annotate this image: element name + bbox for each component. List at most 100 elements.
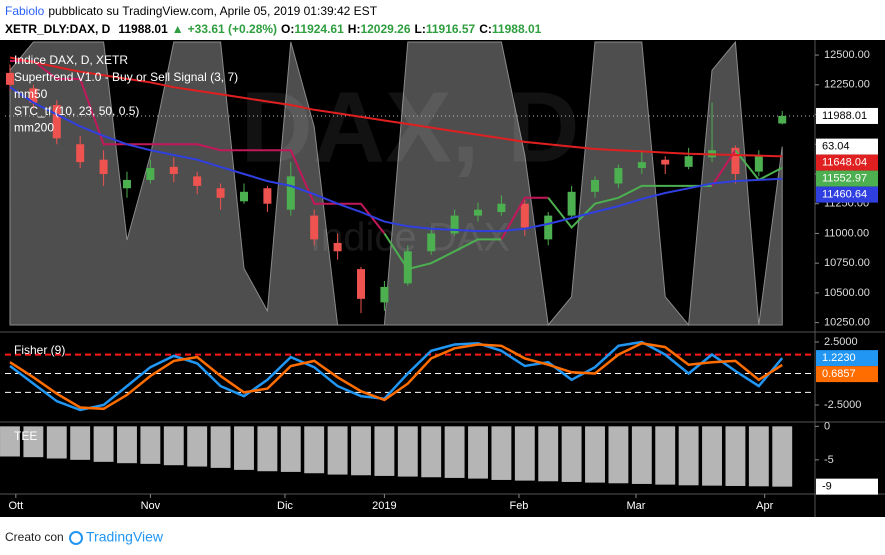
candle-body <box>520 203 529 228</box>
candle-body <box>122 179 131 189</box>
histogram-bar <box>163 426 184 466</box>
price-label: 0.6857 <box>822 368 856 380</box>
histogram-bar <box>210 426 231 468</box>
price-label: 1.2230 <box>822 352 856 364</box>
watermark-title: DAX, D <box>241 71 580 183</box>
histogram-bar <box>257 426 278 472</box>
legend-entry: mm200 <box>14 121 54 135</box>
histogram-bar <box>234 426 254 470</box>
legend-entry: mm50 <box>14 87 48 101</box>
legend-entry: Supertrend V1.0 - Buy or Sell Signal (3,… <box>14 70 238 84</box>
x-tick-label: Apr <box>756 500 773 512</box>
supertrend-line <box>10 60 386 235</box>
change: +33.61 (+0.28%) <box>188 22 277 36</box>
low-key: L: <box>415 22 426 36</box>
histogram-bar <box>187 426 208 467</box>
footer-text: Creato con <box>5 530 64 544</box>
symbol-line: XETR_DLY:DAX, D 11988.01 ▲ +33.61 (+0.28%) O… <box>5 22 542 36</box>
candle-body <box>637 162 646 169</box>
histogram-bar <box>351 426 371 476</box>
high-value: 12029.26 <box>360 22 410 36</box>
y-tick-label: 10750.00 <box>824 257 870 269</box>
price-label-box <box>816 107 878 124</box>
y-tick-label: 11000.00 <box>824 227 869 239</box>
legend-title: TEE <box>14 429 37 443</box>
histogram-bar <box>117 426 137 464</box>
price-label-box <box>816 186 878 203</box>
histogram-bar <box>397 426 418 477</box>
price-label-box <box>816 154 878 171</box>
moving-average-line <box>9 56 783 158</box>
candle-body <box>286 176 295 210</box>
histogram-bar <box>631 426 652 484</box>
histogram-bar <box>678 426 699 486</box>
candle-body <box>76 144 85 163</box>
supertrend-line <box>383 232 502 271</box>
price-label-box <box>816 366 878 383</box>
brand-icon <box>69 531 83 545</box>
histogram-bar <box>93 426 114 462</box>
moving-average-line <box>9 86 783 233</box>
y-tick-label: -5 <box>824 454 834 466</box>
candle-body <box>5 72 14 85</box>
histogram-bar <box>280 426 301 472</box>
candle-body <box>169 166 178 174</box>
histogram-bar <box>444 426 465 478</box>
y-tick-label: 12250.00 <box>824 79 870 91</box>
price-label-box <box>816 350 878 367</box>
x-tick-label: Ott <box>8 500 23 512</box>
supertrend-line <box>547 184 712 230</box>
candle-body <box>357 269 366 299</box>
candle-body <box>29 88 38 103</box>
supertrend-line <box>500 196 549 240</box>
low-value: 11916.57 <box>426 22 476 36</box>
y-tick-label: 10500.00 <box>824 287 870 299</box>
x-tick-label: Mar <box>626 500 645 512</box>
candle-body <box>380 286 389 303</box>
candle-body <box>193 176 202 186</box>
histogram-bar <box>0 426 20 457</box>
histogram-bar <box>608 426 629 484</box>
price-label: 11988.01 <box>822 110 867 122</box>
candle-body <box>52 105 61 139</box>
candle-body <box>474 209 483 216</box>
histogram-bar <box>655 426 676 485</box>
brand[interactable]: TradingView <box>86 529 164 545</box>
x-tick-label: Feb <box>509 500 528 512</box>
y-tick-label: 0 <box>824 420 830 432</box>
y-tick-label: 10250.00 <box>824 317 870 329</box>
candle-body <box>239 191 248 202</box>
published: pubblicato su TradingView.com, Aprile 05… <box>48 4 377 18</box>
histogram-bar <box>374 426 395 476</box>
symbol: XETR_DLY:DAX, D <box>5 22 111 36</box>
legend-title: Indice DAX, D, XETR <box>14 53 128 67</box>
candle-body <box>684 156 693 167</box>
open-key: O: <box>281 22 294 36</box>
open-value: 11924.61 <box>294 22 344 36</box>
histogram-bar <box>491 426 512 480</box>
high-key: H: <box>348 22 361 36</box>
y-tick-label: 2.5000 <box>824 336 858 348</box>
histogram-bar <box>140 426 161 464</box>
histogram-bar <box>702 426 722 486</box>
histogram-bar <box>46 426 67 459</box>
x-tick-label: Nov <box>141 500 161 512</box>
legend-entry: STC_tf (10, 23, 50, 0.5) <box>14 104 139 118</box>
histogram-bar <box>748 426 769 487</box>
price-label: 11460.64 <box>822 189 867 201</box>
candle-body <box>146 168 155 180</box>
price-label-box <box>816 138 878 155</box>
histogram-bar <box>772 426 793 487</box>
x-tick-label: Dic <box>277 500 293 512</box>
close-value: 11988.01 <box>492 22 542 36</box>
candle-body <box>544 215 553 240</box>
supertrend-line <box>711 149 737 187</box>
change-arrow: ▲ <box>172 22 184 36</box>
histogram-bar <box>725 426 746 486</box>
histogram-bar <box>327 426 348 475</box>
histogram-bar <box>561 426 582 482</box>
histogram-bar <box>585 426 605 483</box>
candle-body <box>661 159 670 165</box>
candle-body <box>778 115 787 124</box>
histogram-bar <box>538 426 559 482</box>
